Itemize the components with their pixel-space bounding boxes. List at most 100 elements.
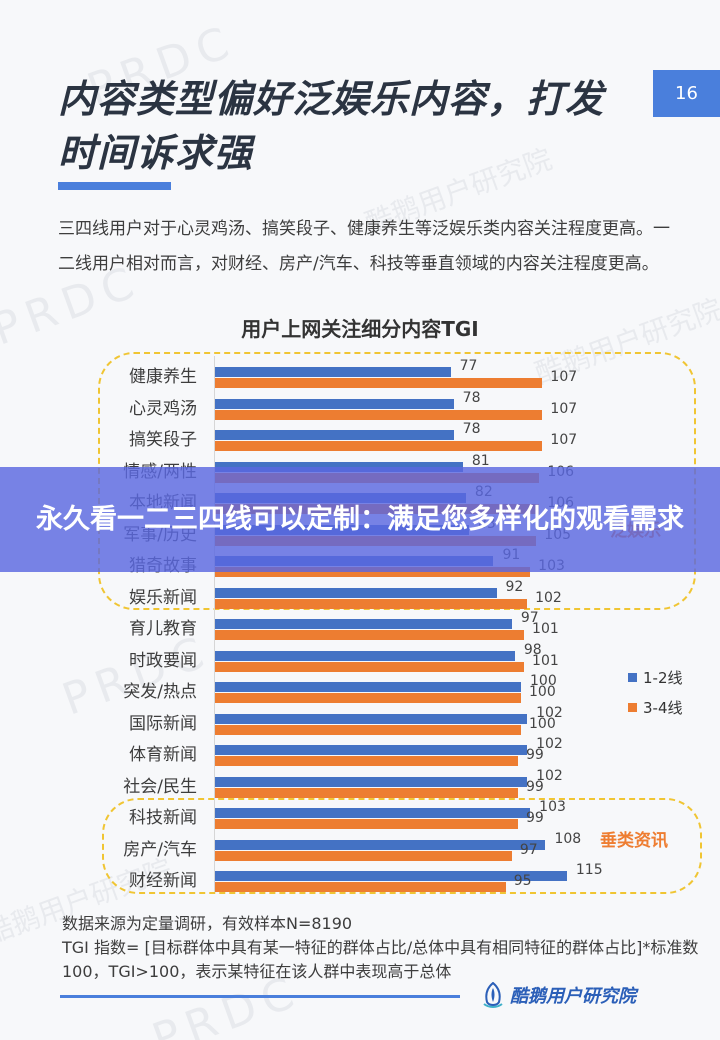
legend-item-tier12: 1-2线 [628, 662, 683, 692]
banner-text: 永久看一二三四线可以定制：满足您多样化的观看需求 [36, 503, 684, 535]
value-label-tier12: 115 [575, 862, 603, 878]
value-label-tier34: 99 [525, 747, 544, 763]
page-number-badge: 16 [653, 70, 720, 117]
value-label-tier12: 77 [459, 358, 478, 374]
legend-swatch-orange [628, 702, 637, 712]
bar-tier34 [215, 693, 521, 703]
value-label-tier34: 97 [519, 841, 538, 858]
legend-item-tier34: 3-4线 [628, 692, 683, 722]
category-label: 体育新闻 [129, 745, 197, 765]
category-label: 财经新闻 [129, 871, 197, 891]
bar-tier34 [215, 882, 506, 892]
value-label-tier12: 108 [554, 830, 582, 847]
category-label: 时政要闻 [129, 650, 197, 671]
category-label: 突发/热点 [123, 682, 197, 702]
bar-tier12 [215, 367, 451, 377]
value-label-tier34: 101 [532, 621, 559, 637]
category-label: 房产/汽车 [123, 839, 197, 860]
bar-tier12 [215, 430, 454, 440]
bar-tier34 [215, 661, 525, 672]
chart-row: 国际新闻 102 100 [0, 704, 720, 739]
bar-tier34 [215, 409, 543, 420]
bar-tier12 [215, 619, 512, 629]
legend-label: 1-2线 [643, 668, 683, 687]
chart-row: 娱乐新闻 92 102 [0, 578, 720, 613]
chart-row: 房产/汽车 108 97 [0, 830, 720, 865]
bar-tier12 [215, 587, 497, 598]
vertical-group-box [102, 798, 702, 894]
value-label-tier12: 78 [462, 389, 481, 406]
bar-tier34 [215, 630, 525, 640]
footnote: 数据来源为定量调研，有效样本N=8190 TGI 指数= [目标群体中具有某一特… [62, 912, 702, 984]
category-label: 国际新闻 [129, 713, 197, 734]
bar-tier12 [215, 398, 454, 409]
chart-row: 体育新闻 102 99 [0, 736, 720, 770]
category-label: 健康养生 [129, 367, 197, 387]
overlay-banner[interactable]: 永久看一二三四线可以定制：满足您多样化的观看需求 [0, 467, 720, 572]
chart-row: 突发/热点 100 100 [0, 673, 720, 707]
value-label-tier12: 102 [536, 767, 563, 784]
footer-divider [60, 995, 460, 998]
legend-swatch-blue [628, 672, 637, 682]
value-label-tier34: 102 [535, 589, 562, 606]
value-label-tier34: 99 [525, 810, 544, 826]
penguin-logo-icon [483, 982, 503, 1008]
bar-tier12 [215, 776, 528, 787]
chart-row: 心灵鸡汤 78 107 [0, 389, 720, 424]
bar-tier12 [215, 650, 515, 661]
legend-label: 3-4线 [643, 698, 683, 717]
chart-row: 财经新闻 115 95 [0, 862, 720, 896]
bar-tier34 [215, 850, 512, 861]
value-label-tier12: 97 [520, 610, 539, 626]
value-label-tier34: 100 [529, 715, 556, 732]
bar-tier12 [215, 682, 521, 692]
chart-row: 搞笑段子 78 107 [0, 421, 720, 455]
category-label: 科技新闻 [129, 808, 197, 828]
brand-logo-block: 酷鹅用户研究院 [482, 982, 636, 1008]
value-label-tier12: 102 [536, 704, 563, 721]
bar-tier34 [215, 441, 543, 451]
value-label-tier12: 102 [536, 736, 563, 752]
footnote-source: 数据来源为定量调研，有效样本N=8190 [62, 914, 353, 933]
category-label: 心灵鸡汤 [129, 398, 197, 419]
chart-row: 科技新闻 103 99 [0, 799, 720, 833]
bar-tier12 [215, 461, 463, 472]
value-label-tier12: 103 [539, 799, 566, 815]
category-label: 娱乐新闻 [129, 587, 197, 608]
chart-row: 时政要闻 98 101 [0, 642, 720, 676]
title-underline [58, 182, 171, 190]
value-label-tier12: 81 [471, 452, 490, 469]
value-label-tier12: 100 [530, 673, 557, 689]
vertical-group-label: 垂类资讯 [600, 831, 668, 851]
chart-row: 社会/民生 102 99 [0, 767, 720, 802]
chart-row: 育儿教育 97 101 [0, 610, 720, 644]
chart-legend: 1-2线 3-4线 [628, 662, 683, 722]
value-label-tier34: 99 [525, 778, 544, 795]
bar-tier34 [215, 756, 518, 766]
bar-tier34 [215, 378, 543, 388]
bar-tier34 [215, 724, 521, 735]
chart-row: 健康养生 77 107 [0, 358, 720, 392]
bar-tier34 [215, 819, 518, 829]
bar-tier12 [215, 808, 531, 818]
chart-title: 用户上网关注细分内容TGI [241, 317, 479, 341]
bar-tier12 [215, 745, 528, 755]
bar-tier34 [215, 598, 528, 609]
bar-tier12 [215, 839, 546, 850]
value-label-tier34: 107 [550, 400, 578, 417]
value-label-tier34: 107 [550, 369, 578, 385]
description-text: 三四线用户对于心灵鸡汤、搞笑段子、健康养生等泛娱乐类内容关注程度更高。一二线用户… [58, 219, 670, 274]
bar-tier12 [215, 871, 567, 881]
value-label-tier12: 78 [462, 421, 481, 437]
page-title: 内容类型偏好泛娱乐内容，打发时间诉求强 [58, 77, 605, 175]
category-axis-line [214, 356, 215, 892]
value-label-tier12: 92 [505, 578, 524, 595]
category-label: 搞笑段子 [129, 430, 197, 450]
category-label: 育儿教育 [129, 619, 197, 639]
value-label-tier34: 95 [513, 873, 532, 889]
category-label: 社会/民生 [123, 776, 197, 797]
value-label-tier34: 101 [532, 652, 559, 669]
footnote-tgi-definition: TGI 指数= [目标群体中具有某一特征的群体占比/总体中具有相同特征的群体占比… [62, 938, 699, 981]
bar-tier12 [215, 713, 528, 724]
brand-name: 酷鹅用户研究院 [510, 986, 636, 1007]
